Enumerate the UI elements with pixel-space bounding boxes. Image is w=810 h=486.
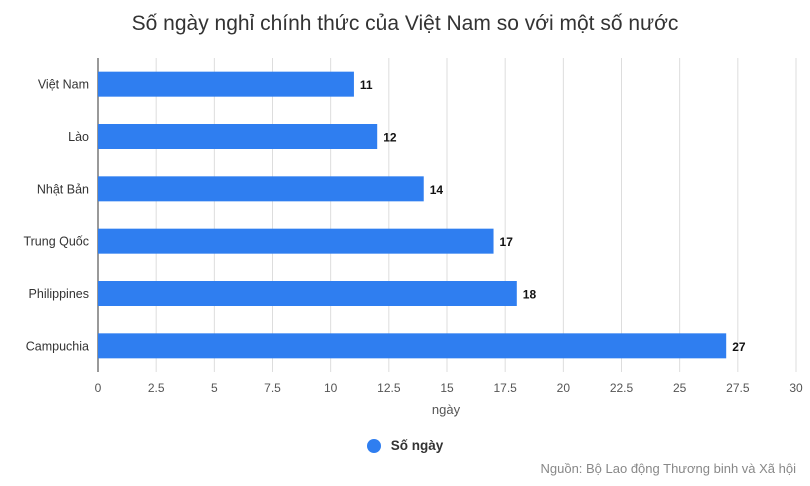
category-label: Campuchia bbox=[26, 339, 89, 353]
data-label: 18 bbox=[523, 288, 537, 302]
category-label: Lào bbox=[68, 130, 89, 144]
category-label: Philippines bbox=[29, 287, 89, 301]
chart-title: Số ngày nghỉ chính thức của Việt Nam so … bbox=[131, 12, 679, 35]
category-label: Trung Quốc bbox=[23, 235, 89, 249]
bar[interactable] bbox=[98, 124, 378, 149]
x-tick-label: 30 bbox=[789, 381, 803, 395]
data-label: 14 bbox=[430, 183, 444, 197]
x-tick-label: 27.5 bbox=[726, 381, 750, 395]
x-tick-label: 7.5 bbox=[264, 381, 281, 395]
data-label: 17 bbox=[500, 235, 514, 249]
x-tick-label: 2.5 bbox=[148, 381, 165, 395]
data-label: 27 bbox=[732, 340, 746, 354]
x-tick-label: 5 bbox=[211, 381, 218, 395]
x-tick-label: 10 bbox=[324, 381, 338, 395]
bar[interactable] bbox=[98, 71, 354, 97]
legend[interactable]: Số ngày bbox=[0, 438, 810, 453]
category-label: Việt Nam bbox=[38, 78, 89, 92]
data-label: 11 bbox=[360, 78, 373, 92]
x-tick-label: 0 bbox=[95, 381, 102, 395]
x-tick-label: 17.5 bbox=[493, 381, 517, 395]
x-tick-label: 20 bbox=[557, 381, 571, 395]
category-label: Nhật Bản bbox=[37, 182, 89, 196]
legend-marker bbox=[366, 438, 381, 453]
x-axis-title: ngày bbox=[432, 402, 461, 417]
bar[interactable] bbox=[98, 228, 494, 254]
legend-label: Số ngày bbox=[390, 438, 444, 453]
x-tick-label: 22.5 bbox=[610, 381, 634, 395]
x-tick-label: 25 bbox=[673, 381, 687, 395]
bar[interactable] bbox=[98, 176, 424, 202]
bar[interactable] bbox=[98, 281, 517, 306]
x-tick-label: 12.5 bbox=[377, 381, 401, 395]
data-label: 12 bbox=[383, 131, 397, 145]
source-note: Nguồn: Bộ Lao động Thương binh và Xã hội bbox=[540, 461, 796, 476]
bar[interactable] bbox=[98, 333, 727, 359]
x-tick-label: 15 bbox=[440, 381, 454, 395]
